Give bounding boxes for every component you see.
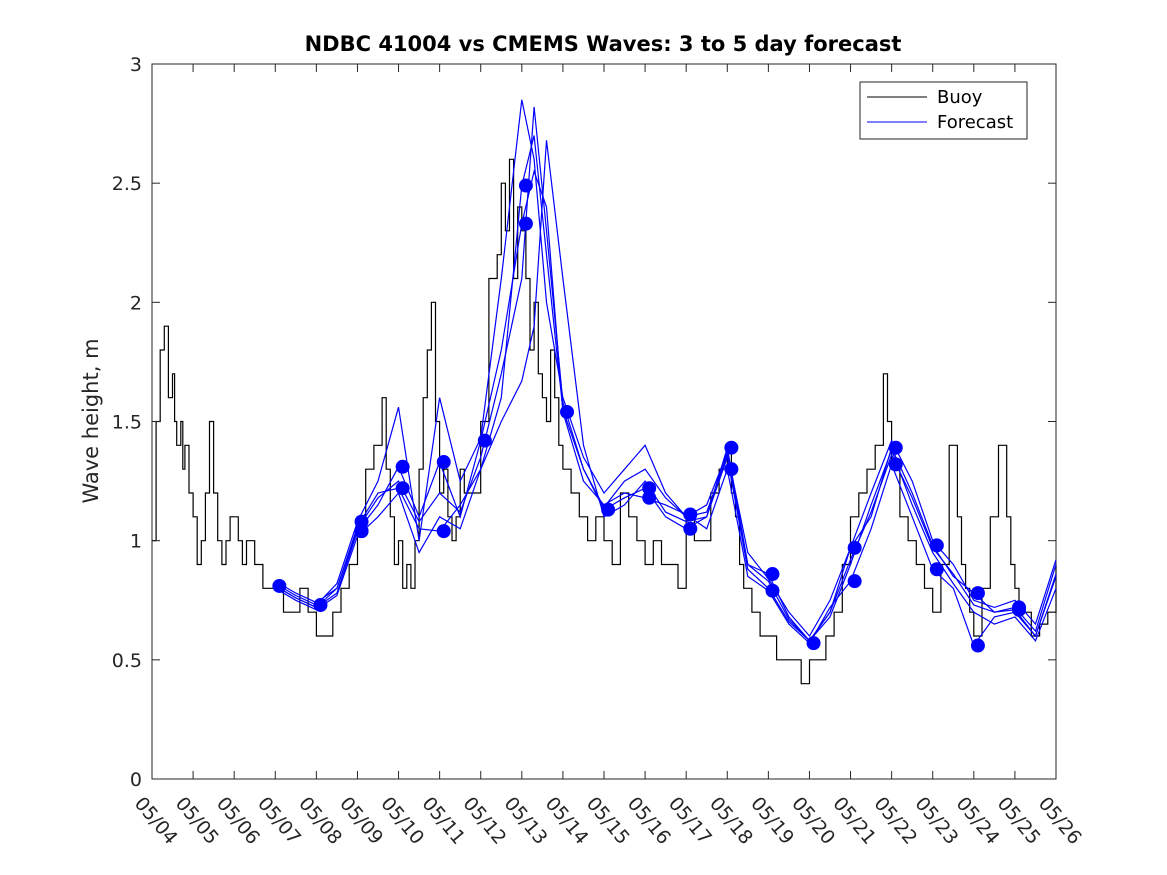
plot-area <box>151 63 1057 780</box>
forecast-marker <box>477 433 492 448</box>
y-tick-label: 2 <box>130 292 142 314</box>
legend-label-buoy: Buoy <box>937 87 983 108</box>
y-tick-label: 1 <box>130 531 142 553</box>
buoy-series-line <box>152 158 1057 685</box>
forecast-marker <box>724 462 739 477</box>
y-tick-label: 1.5 <box>112 412 142 434</box>
forecast-marker <box>601 502 616 517</box>
forecast-marker <box>929 562 944 577</box>
y-tick-label: 2.5 <box>112 173 142 195</box>
forecast-marker <box>313 598 328 613</box>
forecast-marker <box>970 638 985 653</box>
legend: Buoy Forecast <box>859 81 1028 140</box>
forecast-series-line-5 <box>279 106 1057 642</box>
forecast-marker <box>724 440 739 455</box>
forecast-marker <box>929 538 944 553</box>
forecast-marker <box>395 481 410 496</box>
forecast-marker <box>1012 602 1027 617</box>
forecast-marker <box>354 524 369 539</box>
forecast-layer <box>279 99 1057 647</box>
forecast-marker <box>806 636 821 651</box>
forecast-marker <box>847 540 862 555</box>
forecast-marker <box>560 404 575 419</box>
legend-box <box>859 81 1028 140</box>
forecast-marker <box>683 507 698 522</box>
forecast-marker <box>847 574 862 589</box>
forecast-series-line-1 <box>279 135 1057 642</box>
y-tick-label: 3 <box>130 54 142 76</box>
forecast-marker <box>683 521 698 536</box>
axes-frame <box>151 63 1057 780</box>
buoy-layer <box>152 158 1057 685</box>
forecast-marker <box>395 459 410 474</box>
chart-title: NDBC 41004 vs CMEMS Waves: 3 to 5 day fo… <box>305 32 902 56</box>
forecast-marker <box>765 583 780 598</box>
marker-layer <box>272 178 1027 653</box>
forecast-series-line-2 <box>279 169 1057 647</box>
forecast-marker <box>518 178 533 193</box>
y-tick-label: 0.5 <box>112 650 142 672</box>
forecast-marker <box>642 490 657 505</box>
y-axis-label: Wave height, m <box>79 338 103 503</box>
y-tick-label: 0 <box>130 769 142 791</box>
forecast-marker <box>436 524 451 539</box>
forecast-marker <box>888 457 903 472</box>
forecast-series-line-3 <box>279 99 1057 638</box>
forecast-marker <box>765 567 780 582</box>
forecast-marker <box>272 578 287 593</box>
forecast-marker <box>518 216 533 231</box>
forecast-marker <box>436 455 451 470</box>
legend-label-forecast: Forecast <box>937 112 1013 133</box>
y-axis: 0 0.5 1 1.5 2 2.5 3 <box>112 54 1056 791</box>
forecast-marker <box>970 586 985 601</box>
forecast-marker <box>888 440 903 455</box>
